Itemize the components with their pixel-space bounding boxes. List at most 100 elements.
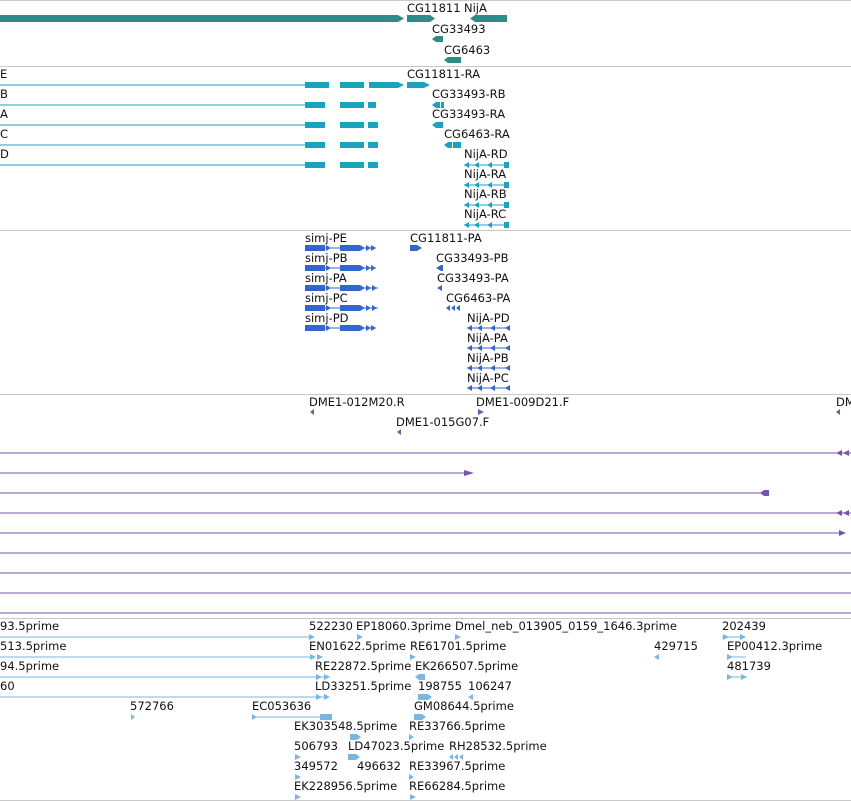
est-glyph-572766[interactable]	[131, 714, 135, 720]
est-label[interactable]: EC053636	[252, 699, 312, 713]
cds-glyph-cg6463-pa[interactable]	[446, 305, 460, 311]
est-label[interactable]: EK228956.5prime	[294, 779, 398, 793]
mrna-label-nija-rb[interactable]: NijA-RB	[464, 187, 507, 201]
cds-label-cg11811-pa[interactable]: CG11811-PA	[410, 231, 482, 245]
est-glyph-106247[interactable]	[468, 694, 473, 700]
cds-label-cg6463-pa[interactable]: CG6463-PA	[446, 291, 511, 305]
cds-label-simj-pd[interactable]: simj-PD	[305, 311, 349, 325]
est-glyph-506793[interactable]	[295, 754, 301, 760]
gene-label-cg6463[interactable]: CG6463	[444, 43, 491, 57]
clone-label-012m20[interactable]: DME1-012M20.R	[309, 395, 405, 409]
gene-glyph-simj[interactable]	[0, 15, 404, 22]
est-label[interactable]: 60	[0, 679, 15, 693]
est-glyph-349572[interactable]	[295, 774, 301, 780]
gene-glyph-cg11811[interactable]	[407, 15, 435, 22]
est-label[interactable]: LD33251.5prime	[315, 679, 412, 693]
est-glyph-198755[interactable]	[418, 694, 432, 700]
cds-glyph-simj-pe[interactable]	[305, 245, 376, 251]
cds-glyph-cg33493-pb[interactable]	[436, 265, 443, 271]
cds-glyph-cg11811-pa[interactable]	[410, 245, 422, 251]
est-label[interactable]: 522230	[309, 619, 353, 633]
mrna-row-simj-c[interactable]	[0, 142, 378, 148]
est-label[interactable]: EK266507.5prime	[415, 659, 519, 673]
cds-label-simj-pc[interactable]: simj-PC	[305, 291, 348, 305]
est-label[interactable]: RE22872.5prime	[315, 659, 412, 673]
est-row-4[interactable]	[0, 694, 330, 700]
mrna-glyph-cg6463-ra[interactable]	[444, 142, 461, 148]
mrna-row-simj-e[interactable]	[0, 82, 404, 88]
mrna-label-nija-ra[interactable]: NijA-RA	[464, 167, 507, 181]
est-label[interactable]: RH28532.5prime	[449, 739, 547, 753]
mrna-label-nija-rd[interactable]: NijA-RD	[464, 147, 508, 161]
cds-label-nija-pd[interactable]: NijA-PD	[467, 311, 510, 325]
cds-label-simj-pa[interactable]: simj-PA	[305, 271, 347, 285]
est-label[interactable]: 513.5prime	[0, 639, 67, 653]
est-label[interactable]: EP00412.3prime	[727, 639, 823, 653]
est-row-1[interactable]	[0, 634, 315, 640]
est-label[interactable]: RE33967.5prime	[409, 759, 506, 773]
clone-glyph-015g07[interactable]	[397, 429, 401, 435]
est-label[interactable]: 93.5prime	[0, 619, 60, 633]
est-label[interactable]: EN01622.5prime	[309, 639, 406, 653]
mrna-glyph-nija-rb[interactable]	[464, 202, 509, 208]
clone-glyph-dm[interactable]	[836, 409, 840, 415]
gene-glyph-nija[interactable]	[470, 15, 507, 22]
clone-label-009d21[interactable]: DME1-009D21.F	[476, 395, 570, 409]
clone-row-1[interactable]	[0, 450, 851, 456]
cds-glyph-simj-pd[interactable]	[305, 325, 376, 331]
est-label[interactable]: 481739	[727, 659, 771, 673]
clone-row-5[interactable]	[0, 530, 846, 536]
clone-glyph-009d21[interactable]	[478, 409, 484, 415]
est-glyph-ep00412[interactable]	[727, 654, 746, 660]
est-label[interactable]: 106247	[468, 679, 512, 693]
cds-glyph-nija-pa[interactable]	[467, 345, 510, 351]
est-label[interactable]: LD47023.5prime	[348, 739, 445, 753]
mrna-label-cg33493-ra[interactable]: CG33493-RA	[432, 107, 506, 121]
cds-glyph-nija-pd[interactable]	[467, 325, 510, 331]
gene-glyph-cg6463[interactable]	[444, 57, 461, 63]
est-label[interactable]: GM08644.5prime	[414, 699, 514, 713]
est-label[interactable]: 429715	[654, 639, 698, 653]
mrna-glyph-nija-ra[interactable]	[464, 182, 509, 188]
clone-row-3[interactable]	[0, 490, 769, 496]
est-glyph-dmel-neb[interactable]	[455, 634, 461, 640]
est-glyph-ep18060[interactable]	[357, 634, 363, 640]
est-glyph-ec053636[interactable]	[252, 714, 332, 720]
est-label[interactable]: RE33766.5prime	[409, 719, 506, 733]
cds-label-nija-pc[interactable]: NijA-PC	[467, 371, 509, 385]
est-glyph-re61701[interactable]	[410, 654, 416, 660]
est-label[interactable]: 202439	[722, 619, 766, 633]
est-glyph-gm08644[interactable]	[414, 714, 426, 720]
clone-row-2[interactable]	[0, 470, 474, 476]
cds-glyph-simj-pa[interactable]	[305, 285, 378, 291]
cds-label-simj-pb[interactable]: simj-PB	[305, 251, 348, 265]
clone-label-dm[interactable]: DM	[836, 395, 851, 409]
est-label[interactable]: EK303548.5prime	[294, 719, 398, 733]
est-glyph-rh28532[interactable]	[449, 754, 463, 760]
mrna-row-simj-d[interactable]	[0, 162, 378, 168]
mrna-glyph-cg33493-ra[interactable]	[432, 122, 443, 128]
mrna-glyph-nija-rd[interactable]	[464, 162, 509, 168]
est-label[interactable]: 349572	[294, 759, 338, 773]
gene-label-nija[interactable]: NijA	[464, 1, 487, 15]
mrna-label-cg11811-ra[interactable]: CG11811-RA	[407, 67, 481, 81]
est-row-2[interactable]	[0, 654, 323, 660]
est-label[interactable]: 506793	[294, 739, 338, 753]
mrna-label-cg6463-ra[interactable]: CG6463-RA	[444, 127, 510, 141]
est-label[interactable]: EP18060.3prime	[356, 619, 452, 633]
est-label[interactable]: 572766	[130, 699, 174, 713]
cds-label-cg33493-pb[interactable]: CG33493-PB	[436, 251, 509, 265]
gene-label-cg33493[interactable]: CG33493	[432, 22, 486, 36]
cds-glyph-nija-pb[interactable]	[467, 365, 510, 371]
est-glyph-ek266507[interactable]	[415, 674, 425, 680]
est-glyph-429715[interactable]	[654, 654, 659, 660]
est-glyph-re33766[interactable]	[409, 734, 414, 740]
cds-glyph-simj-pb[interactable]	[305, 265, 376, 271]
est-glyph-202439[interactable]	[722, 634, 746, 640]
mrna-label-nija-rc[interactable]: NijA-RC	[464, 207, 507, 221]
cds-label-cg33493-pa[interactable]: CG33493-PA	[437, 271, 509, 285]
est-row-3[interactable]	[0, 674, 330, 680]
mrna-label-cg33493-rb[interactable]: CG33493-RB	[432, 87, 506, 101]
est-glyph-481739[interactable]	[727, 674, 747, 680]
est-label[interactable]: 496632	[357, 759, 401, 773]
